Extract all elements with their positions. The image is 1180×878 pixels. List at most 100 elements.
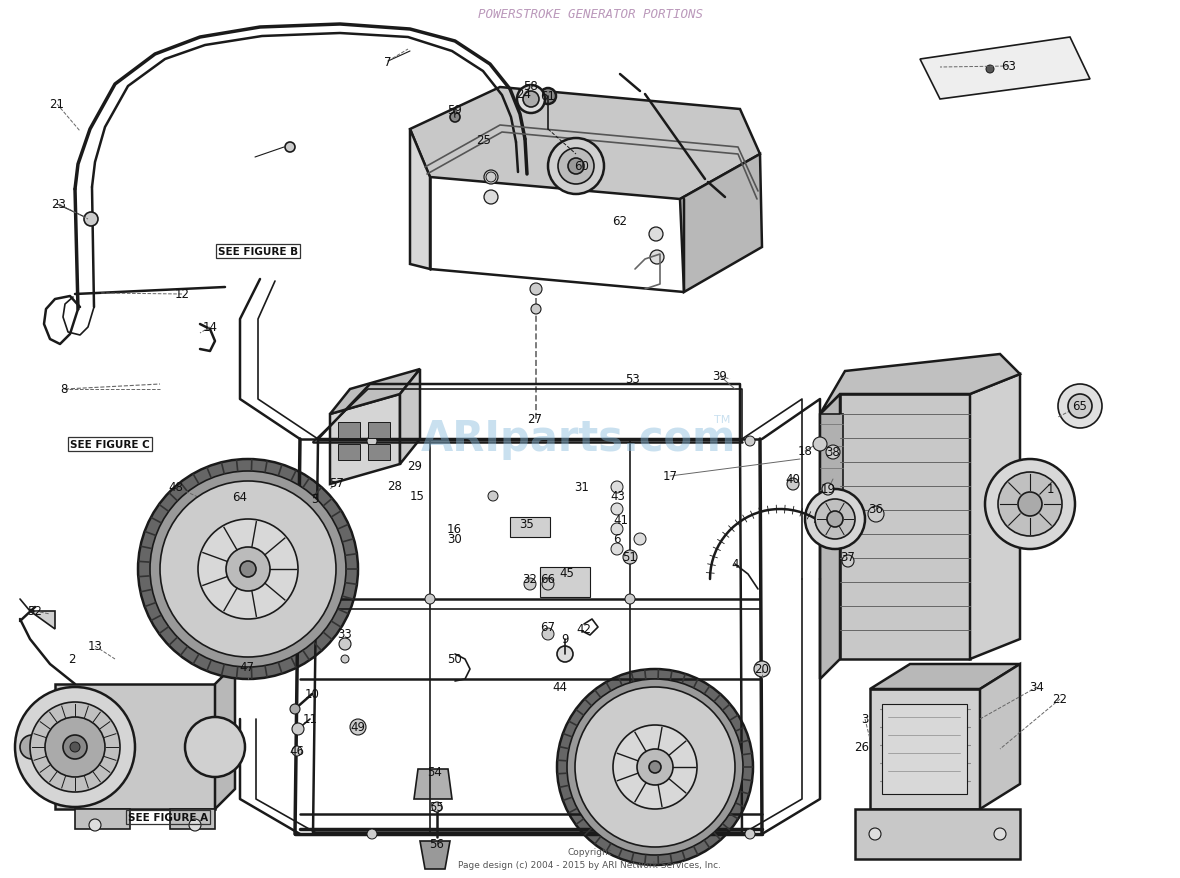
Polygon shape (414, 769, 452, 799)
Circle shape (612, 725, 697, 810)
Polygon shape (420, 841, 450, 869)
Text: 56: 56 (430, 838, 445, 851)
Text: 39: 39 (713, 371, 727, 383)
Circle shape (367, 829, 376, 839)
Circle shape (985, 459, 1075, 550)
Circle shape (650, 251, 664, 264)
Circle shape (138, 459, 358, 680)
Text: 5: 5 (312, 493, 319, 506)
Bar (368, 422, 391, 438)
Circle shape (540, 89, 556, 104)
Circle shape (611, 481, 623, 493)
Circle shape (1068, 394, 1092, 419)
Polygon shape (409, 130, 430, 270)
Circle shape (350, 719, 366, 735)
Text: 19: 19 (820, 483, 835, 496)
Circle shape (88, 819, 101, 831)
Text: 35: 35 (519, 518, 535, 531)
Polygon shape (970, 375, 1020, 659)
Circle shape (70, 742, 80, 752)
Polygon shape (920, 38, 1090, 100)
Text: 27: 27 (527, 413, 543, 426)
Text: 25: 25 (477, 133, 491, 147)
Polygon shape (820, 414, 843, 539)
Circle shape (1018, 493, 1042, 516)
Text: 40: 40 (786, 473, 800, 486)
Circle shape (868, 507, 884, 522)
Polygon shape (215, 665, 235, 810)
Circle shape (868, 828, 881, 840)
Circle shape (339, 638, 350, 651)
Circle shape (523, 92, 539, 108)
Circle shape (557, 646, 573, 662)
Circle shape (815, 500, 855, 539)
Text: 60: 60 (575, 161, 590, 173)
Text: 17: 17 (662, 470, 677, 483)
Circle shape (637, 749, 673, 785)
Text: 13: 13 (87, 640, 103, 652)
Circle shape (286, 143, 295, 153)
Circle shape (759, 665, 769, 674)
Circle shape (150, 471, 346, 667)
Bar (856, 810, 1020, 859)
Circle shape (15, 687, 135, 807)
Text: POWERSTROKE GENERATOR PORTIONS: POWERSTROKE GENERATOR PORTIONS (478, 8, 702, 21)
Text: 34: 34 (1030, 680, 1044, 694)
Text: TM: TM (714, 414, 730, 425)
Polygon shape (409, 88, 760, 200)
Polygon shape (981, 665, 1020, 810)
Text: 29: 29 (407, 460, 422, 473)
Circle shape (240, 561, 256, 578)
Circle shape (227, 547, 270, 591)
Circle shape (745, 436, 755, 447)
Circle shape (843, 556, 854, 567)
Text: 45: 45 (559, 567, 575, 579)
Circle shape (826, 445, 840, 459)
Circle shape (649, 761, 661, 774)
Text: 22: 22 (1053, 693, 1068, 706)
Text: 37: 37 (840, 551, 856, 564)
Circle shape (787, 479, 799, 491)
Circle shape (160, 481, 336, 658)
Text: 6: 6 (614, 533, 621, 546)
Circle shape (542, 579, 553, 590)
Circle shape (341, 655, 349, 663)
Text: 66: 66 (540, 572, 556, 586)
Text: 9: 9 (562, 633, 569, 645)
Circle shape (486, 173, 496, 183)
Text: 15: 15 (409, 490, 425, 503)
Circle shape (484, 191, 498, 205)
Circle shape (557, 669, 753, 865)
Circle shape (568, 159, 584, 175)
Circle shape (189, 819, 201, 831)
Bar (510, 517, 550, 537)
Text: 63: 63 (1002, 61, 1016, 74)
Text: 23: 23 (52, 198, 66, 212)
Polygon shape (680, 155, 762, 292)
Text: 11: 11 (302, 713, 317, 726)
Circle shape (20, 735, 44, 759)
Text: 49: 49 (350, 721, 366, 734)
Circle shape (611, 543, 623, 556)
Circle shape (634, 534, 645, 545)
Text: 51: 51 (623, 551, 637, 564)
Circle shape (558, 149, 594, 184)
Circle shape (489, 492, 498, 501)
Text: 30: 30 (447, 533, 463, 546)
Text: 57: 57 (329, 477, 345, 490)
Text: 4: 4 (732, 558, 739, 571)
Text: 2: 2 (68, 652, 76, 666)
Circle shape (30, 702, 120, 792)
Text: 41: 41 (614, 514, 629, 527)
Text: 62: 62 (612, 215, 628, 228)
Circle shape (290, 704, 300, 714)
Text: 20: 20 (754, 663, 769, 676)
Circle shape (425, 594, 435, 604)
Circle shape (198, 520, 299, 619)
Circle shape (805, 489, 865, 550)
Circle shape (575, 687, 735, 847)
Text: 26: 26 (854, 741, 870, 753)
Text: 1: 1 (1047, 483, 1054, 496)
Circle shape (484, 171, 498, 184)
Polygon shape (840, 394, 970, 659)
